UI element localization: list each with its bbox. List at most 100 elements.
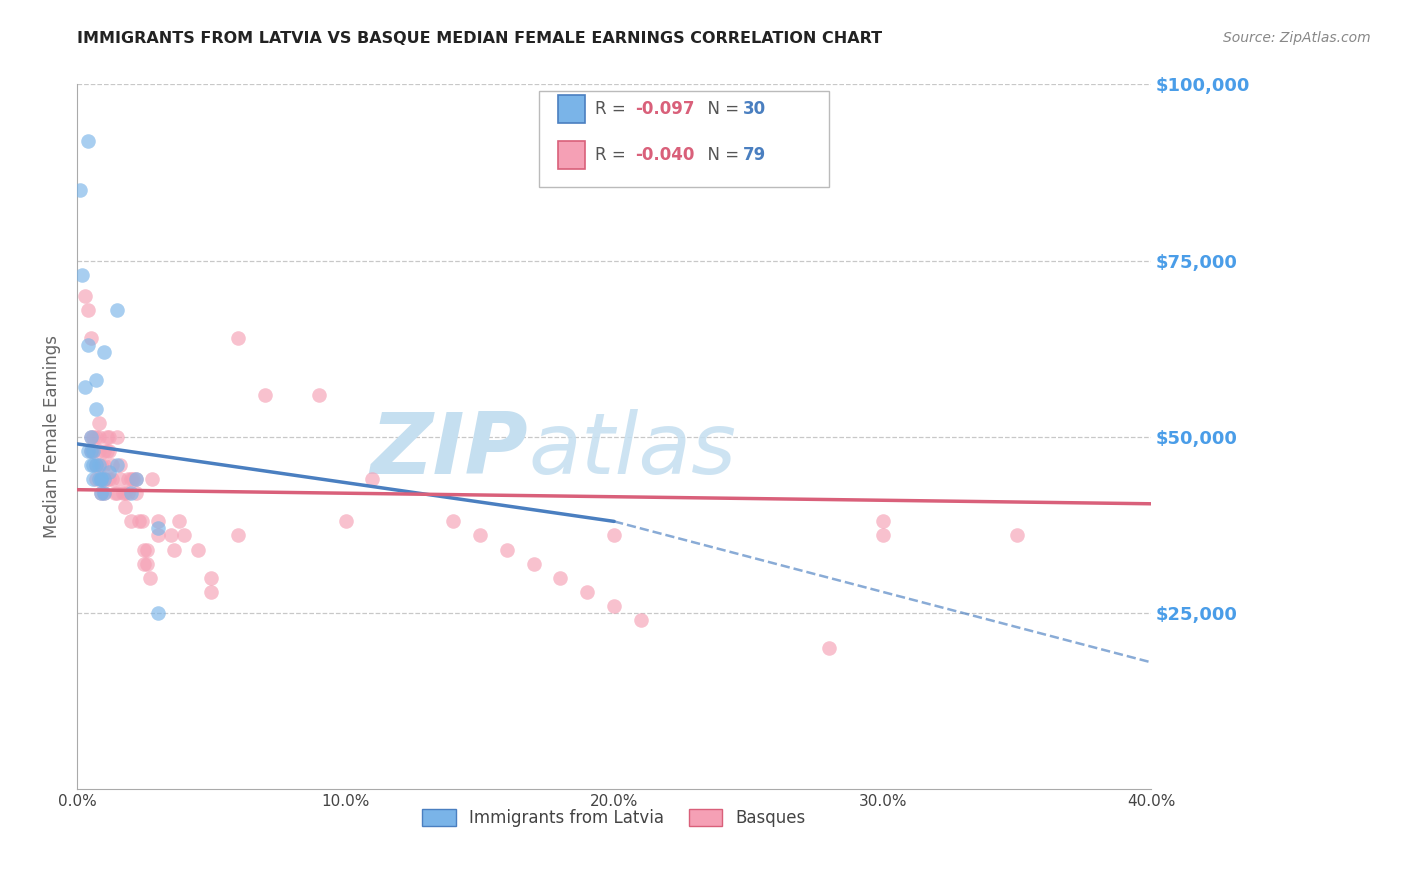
Point xyxy=(79,331,101,345)
Point xyxy=(138,571,160,585)
Point xyxy=(146,515,169,529)
Text: 30: 30 xyxy=(742,100,766,118)
Point xyxy=(120,515,142,529)
Point xyxy=(101,458,124,472)
Text: -0.097: -0.097 xyxy=(636,100,695,118)
FancyBboxPatch shape xyxy=(538,92,830,186)
Y-axis label: Median Female Earnings: Median Female Earnings xyxy=(44,335,60,539)
Point xyxy=(308,387,330,401)
Point xyxy=(226,331,249,345)
Point xyxy=(872,515,894,529)
Point xyxy=(114,500,136,515)
Point xyxy=(1005,528,1028,542)
Text: R =: R = xyxy=(595,100,631,118)
Legend: Immigrants from Latvia, Basques: Immigrants from Latvia, Basques xyxy=(416,802,813,834)
Point xyxy=(131,515,153,529)
Point xyxy=(87,430,110,444)
Point xyxy=(120,472,142,486)
Point xyxy=(125,486,148,500)
Point xyxy=(93,444,115,458)
Point xyxy=(79,458,101,472)
Text: IMMIGRANTS FROM LATVIA VS BASQUE MEDIAN FEMALE EARNINGS CORRELATION CHART: IMMIGRANTS FROM LATVIA VS BASQUE MEDIAN … xyxy=(77,31,883,46)
Point xyxy=(146,521,169,535)
Point xyxy=(105,486,128,500)
Point xyxy=(98,444,121,458)
Point xyxy=(872,528,894,542)
Text: atlas: atlas xyxy=(529,409,737,492)
Point xyxy=(576,585,599,599)
Point xyxy=(76,134,98,148)
Text: 79: 79 xyxy=(742,146,766,164)
Point xyxy=(90,472,112,486)
Point xyxy=(361,472,384,486)
Point xyxy=(79,444,101,458)
Point xyxy=(84,374,107,388)
Point xyxy=(468,528,491,542)
Point xyxy=(108,472,131,486)
Point xyxy=(82,472,104,486)
Point xyxy=(200,571,222,585)
Point xyxy=(79,430,101,444)
Text: ZIP: ZIP xyxy=(371,409,529,492)
Point xyxy=(79,430,101,444)
Point xyxy=(108,458,131,472)
Point xyxy=(173,528,195,542)
Point xyxy=(200,585,222,599)
Point xyxy=(93,472,115,486)
Point xyxy=(128,515,150,529)
Point xyxy=(96,472,118,486)
Point xyxy=(93,472,115,486)
Point xyxy=(82,444,104,458)
Point xyxy=(76,338,98,352)
Point xyxy=(90,458,112,472)
Point xyxy=(82,458,104,472)
Point xyxy=(335,515,357,529)
Point xyxy=(117,472,139,486)
Point xyxy=(84,401,107,416)
Point xyxy=(72,268,94,282)
Point xyxy=(90,472,112,486)
Point xyxy=(93,345,115,359)
Point xyxy=(96,430,118,444)
Point xyxy=(84,430,107,444)
Point xyxy=(79,444,101,458)
Point xyxy=(550,571,572,585)
Point xyxy=(93,458,115,472)
Point xyxy=(101,472,124,486)
Text: N =: N = xyxy=(697,100,744,118)
Point xyxy=(98,465,121,479)
Text: Source: ZipAtlas.com: Source: ZipAtlas.com xyxy=(1223,31,1371,45)
Point xyxy=(82,430,104,444)
Point xyxy=(93,486,115,500)
Point xyxy=(105,430,128,444)
Text: N =: N = xyxy=(697,146,744,164)
Point xyxy=(254,387,277,401)
Point xyxy=(76,444,98,458)
Point xyxy=(98,430,121,444)
FancyBboxPatch shape xyxy=(558,141,585,169)
Point xyxy=(135,557,157,571)
Point xyxy=(84,458,107,472)
Point xyxy=(76,302,98,317)
Point xyxy=(87,458,110,472)
Point xyxy=(122,472,145,486)
Point xyxy=(75,289,97,303)
Point xyxy=(84,458,107,472)
Point xyxy=(125,472,148,486)
Point xyxy=(117,486,139,500)
Point xyxy=(146,528,169,542)
Point xyxy=(603,599,626,613)
Point xyxy=(495,542,517,557)
Point xyxy=(441,515,464,529)
Point xyxy=(114,486,136,500)
Point xyxy=(111,486,134,500)
Point xyxy=(226,528,249,542)
Point xyxy=(134,542,156,557)
Point xyxy=(90,486,112,500)
Point xyxy=(87,444,110,458)
Point xyxy=(93,486,115,500)
Point xyxy=(96,444,118,458)
Point xyxy=(87,472,110,486)
Point xyxy=(167,515,190,529)
Point xyxy=(105,458,128,472)
